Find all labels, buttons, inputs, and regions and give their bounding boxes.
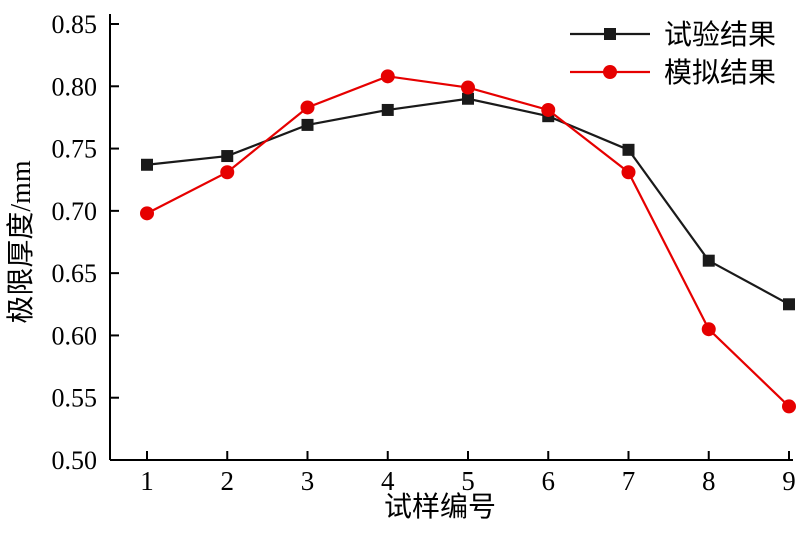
x-axis-title: 试样编号 <box>384 491 496 523</box>
y-tick-label: 0.75 <box>52 135 98 164</box>
series-1-marker <box>300 100 315 115</box>
x-tick-label: 5 <box>461 466 475 496</box>
series-1-marker <box>621 165 636 180</box>
series-0-marker <box>462 92 474 105</box>
series-0-marker <box>783 298 795 311</box>
series-1-marker <box>603 65 617 79</box>
series-0-marker <box>221 150 234 163</box>
x-tick-label: 9 <box>782 466 796 496</box>
series-1-line <box>146 75 790 408</box>
y-tick-label: 0.65 <box>52 259 98 288</box>
y-tick-label: 0.55 <box>52 384 98 413</box>
series-0-marker <box>381 103 394 116</box>
series-1-marker <box>782 399 796 414</box>
series-1-marker <box>220 165 235 180</box>
series-1-marker <box>701 322 716 337</box>
y-tick-label: 0.60 <box>52 321 98 350</box>
x-tick-label: 3 <box>301 466 315 496</box>
series-1-marker <box>541 102 556 117</box>
series-1-marker <box>140 206 154 221</box>
series-0-marker <box>604 28 616 40</box>
legend-label: 模拟结果 <box>664 57 776 89</box>
y-tick-label: 0.50 <box>52 446 98 475</box>
series-0-marker <box>622 143 635 156</box>
x-tick-label: 6 <box>542 466 556 496</box>
x-tick-label: 1 <box>140 466 154 496</box>
x-tick-label: 8 <box>702 466 716 496</box>
series-1-marker <box>461 80 475 95</box>
y-tick-label: 0.70 <box>52 197 98 226</box>
x-tick-label: 2 <box>221 466 235 496</box>
series-0-marker <box>141 158 153 171</box>
x-tick-label: 4 <box>381 466 395 496</box>
x-tick-label: 7 <box>622 466 636 496</box>
y-tick-label: 0.85 <box>52 10 98 39</box>
legend-label: 试验结果 <box>664 19 776 51</box>
y-tick-label: 0.80 <box>52 72 98 101</box>
y-axis-title: 极限厚度/mm <box>5 160 37 324</box>
series-1-marker <box>380 69 395 84</box>
series-0-line <box>146 97 790 306</box>
series-0-marker <box>301 118 314 131</box>
series-0-marker <box>702 254 715 267</box>
